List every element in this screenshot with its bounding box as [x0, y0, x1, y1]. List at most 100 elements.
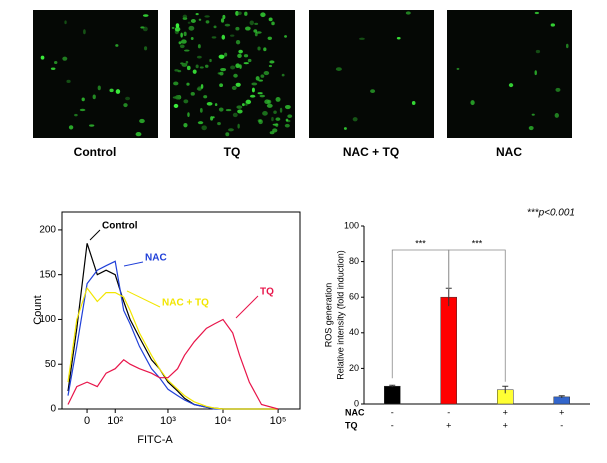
cell — [175, 23, 180, 28]
x-axis-label: FITC-A — [137, 434, 173, 446]
cell — [173, 81, 179, 86]
cell — [256, 31, 262, 34]
cell — [174, 95, 181, 100]
cell — [190, 19, 196, 23]
cell — [220, 67, 227, 72]
cell — [232, 112, 238, 118]
cell — [204, 15, 210, 18]
cell — [263, 71, 270, 76]
cell — [135, 131, 142, 137]
cell — [196, 55, 202, 59]
image-label: NAC — [496, 145, 522, 159]
cell — [205, 20, 210, 24]
series-label: NAC + TQ — [162, 298, 209, 309]
cell — [186, 65, 191, 71]
cell — [258, 119, 263, 125]
bar — [384, 385, 401, 405]
cell — [139, 118, 145, 124]
cell — [206, 101, 213, 106]
cell — [535, 49, 541, 54]
cell — [284, 123, 290, 128]
cell — [231, 85, 237, 90]
cell — [257, 46, 261, 51]
cell — [222, 14, 226, 20]
cell — [79, 108, 86, 112]
cell — [335, 67, 342, 71]
cell — [235, 10, 239, 16]
cell — [243, 62, 249, 65]
cell — [199, 108, 203, 113]
cell — [186, 82, 190, 86]
cell — [236, 105, 243, 109]
cell — [287, 114, 293, 119]
cell — [243, 54, 249, 58]
cell — [197, 44, 201, 49]
cell — [247, 58, 252, 63]
cell — [182, 14, 188, 19]
cell — [266, 103, 273, 108]
cell — [359, 37, 365, 40]
cell — [470, 100, 475, 106]
significance-label: *** — [415, 238, 426, 248]
cell — [269, 60, 275, 64]
cell — [115, 44, 119, 47]
image-label: TQ — [224, 145, 241, 159]
cell — [81, 97, 85, 102]
cell — [508, 83, 514, 88]
cell — [271, 21, 275, 26]
cell — [89, 124, 95, 127]
cell — [272, 123, 279, 126]
cell — [183, 99, 189, 104]
cell — [254, 22, 259, 25]
cell — [279, 107, 283, 113]
y-tick-label: 20 — [349, 363, 359, 373]
cell — [178, 41, 182, 45]
cell — [197, 121, 204, 125]
cell — [411, 100, 416, 106]
cell — [195, 13, 199, 16]
cell — [123, 103, 128, 108]
cell — [204, 64, 209, 68]
cell — [224, 23, 231, 27]
cell — [251, 82, 258, 86]
cell — [237, 53, 242, 58]
y-tick-label: 50 — [45, 359, 57, 370]
error-bar — [558, 395, 565, 398]
x-tick-label: 0 — [84, 415, 90, 427]
cell — [251, 87, 255, 93]
cell — [456, 67, 460, 70]
cell — [221, 34, 226, 40]
cell — [213, 25, 217, 29]
series-label: TQ — [260, 287, 274, 298]
cell — [258, 79, 263, 82]
cell — [260, 74, 265, 78]
condition-label: TQ — [345, 420, 358, 430]
label-arrow — [235, 295, 259, 319]
condition-mark: - — [447, 407, 450, 417]
cell — [230, 65, 236, 70]
cell — [177, 69, 182, 73]
y-axis-label: ROS generation — [323, 283, 333, 348]
cell — [183, 31, 187, 37]
micrograph — [170, 10, 295, 138]
cell — [187, 112, 190, 117]
cell — [531, 113, 535, 116]
y-tick-label: 0 — [354, 398, 359, 408]
cell — [233, 73, 238, 78]
error-bar — [502, 385, 509, 394]
cell — [195, 64, 199, 69]
x-tick-label: 10⁴ — [215, 415, 232, 427]
x-tick-label: 10⁵ — [270, 415, 287, 427]
condition-mark: - — [391, 420, 394, 430]
cell — [190, 36, 194, 40]
cell — [198, 18, 202, 21]
y-axis-label: Count — [32, 295, 44, 324]
cell — [269, 131, 275, 135]
condition-mark: + — [503, 407, 508, 417]
cell — [550, 23, 555, 27]
x-tick-label: 10³ — [160, 415, 176, 427]
cell — [142, 26, 148, 32]
cell — [249, 20, 254, 26]
cell — [217, 72, 221, 75]
